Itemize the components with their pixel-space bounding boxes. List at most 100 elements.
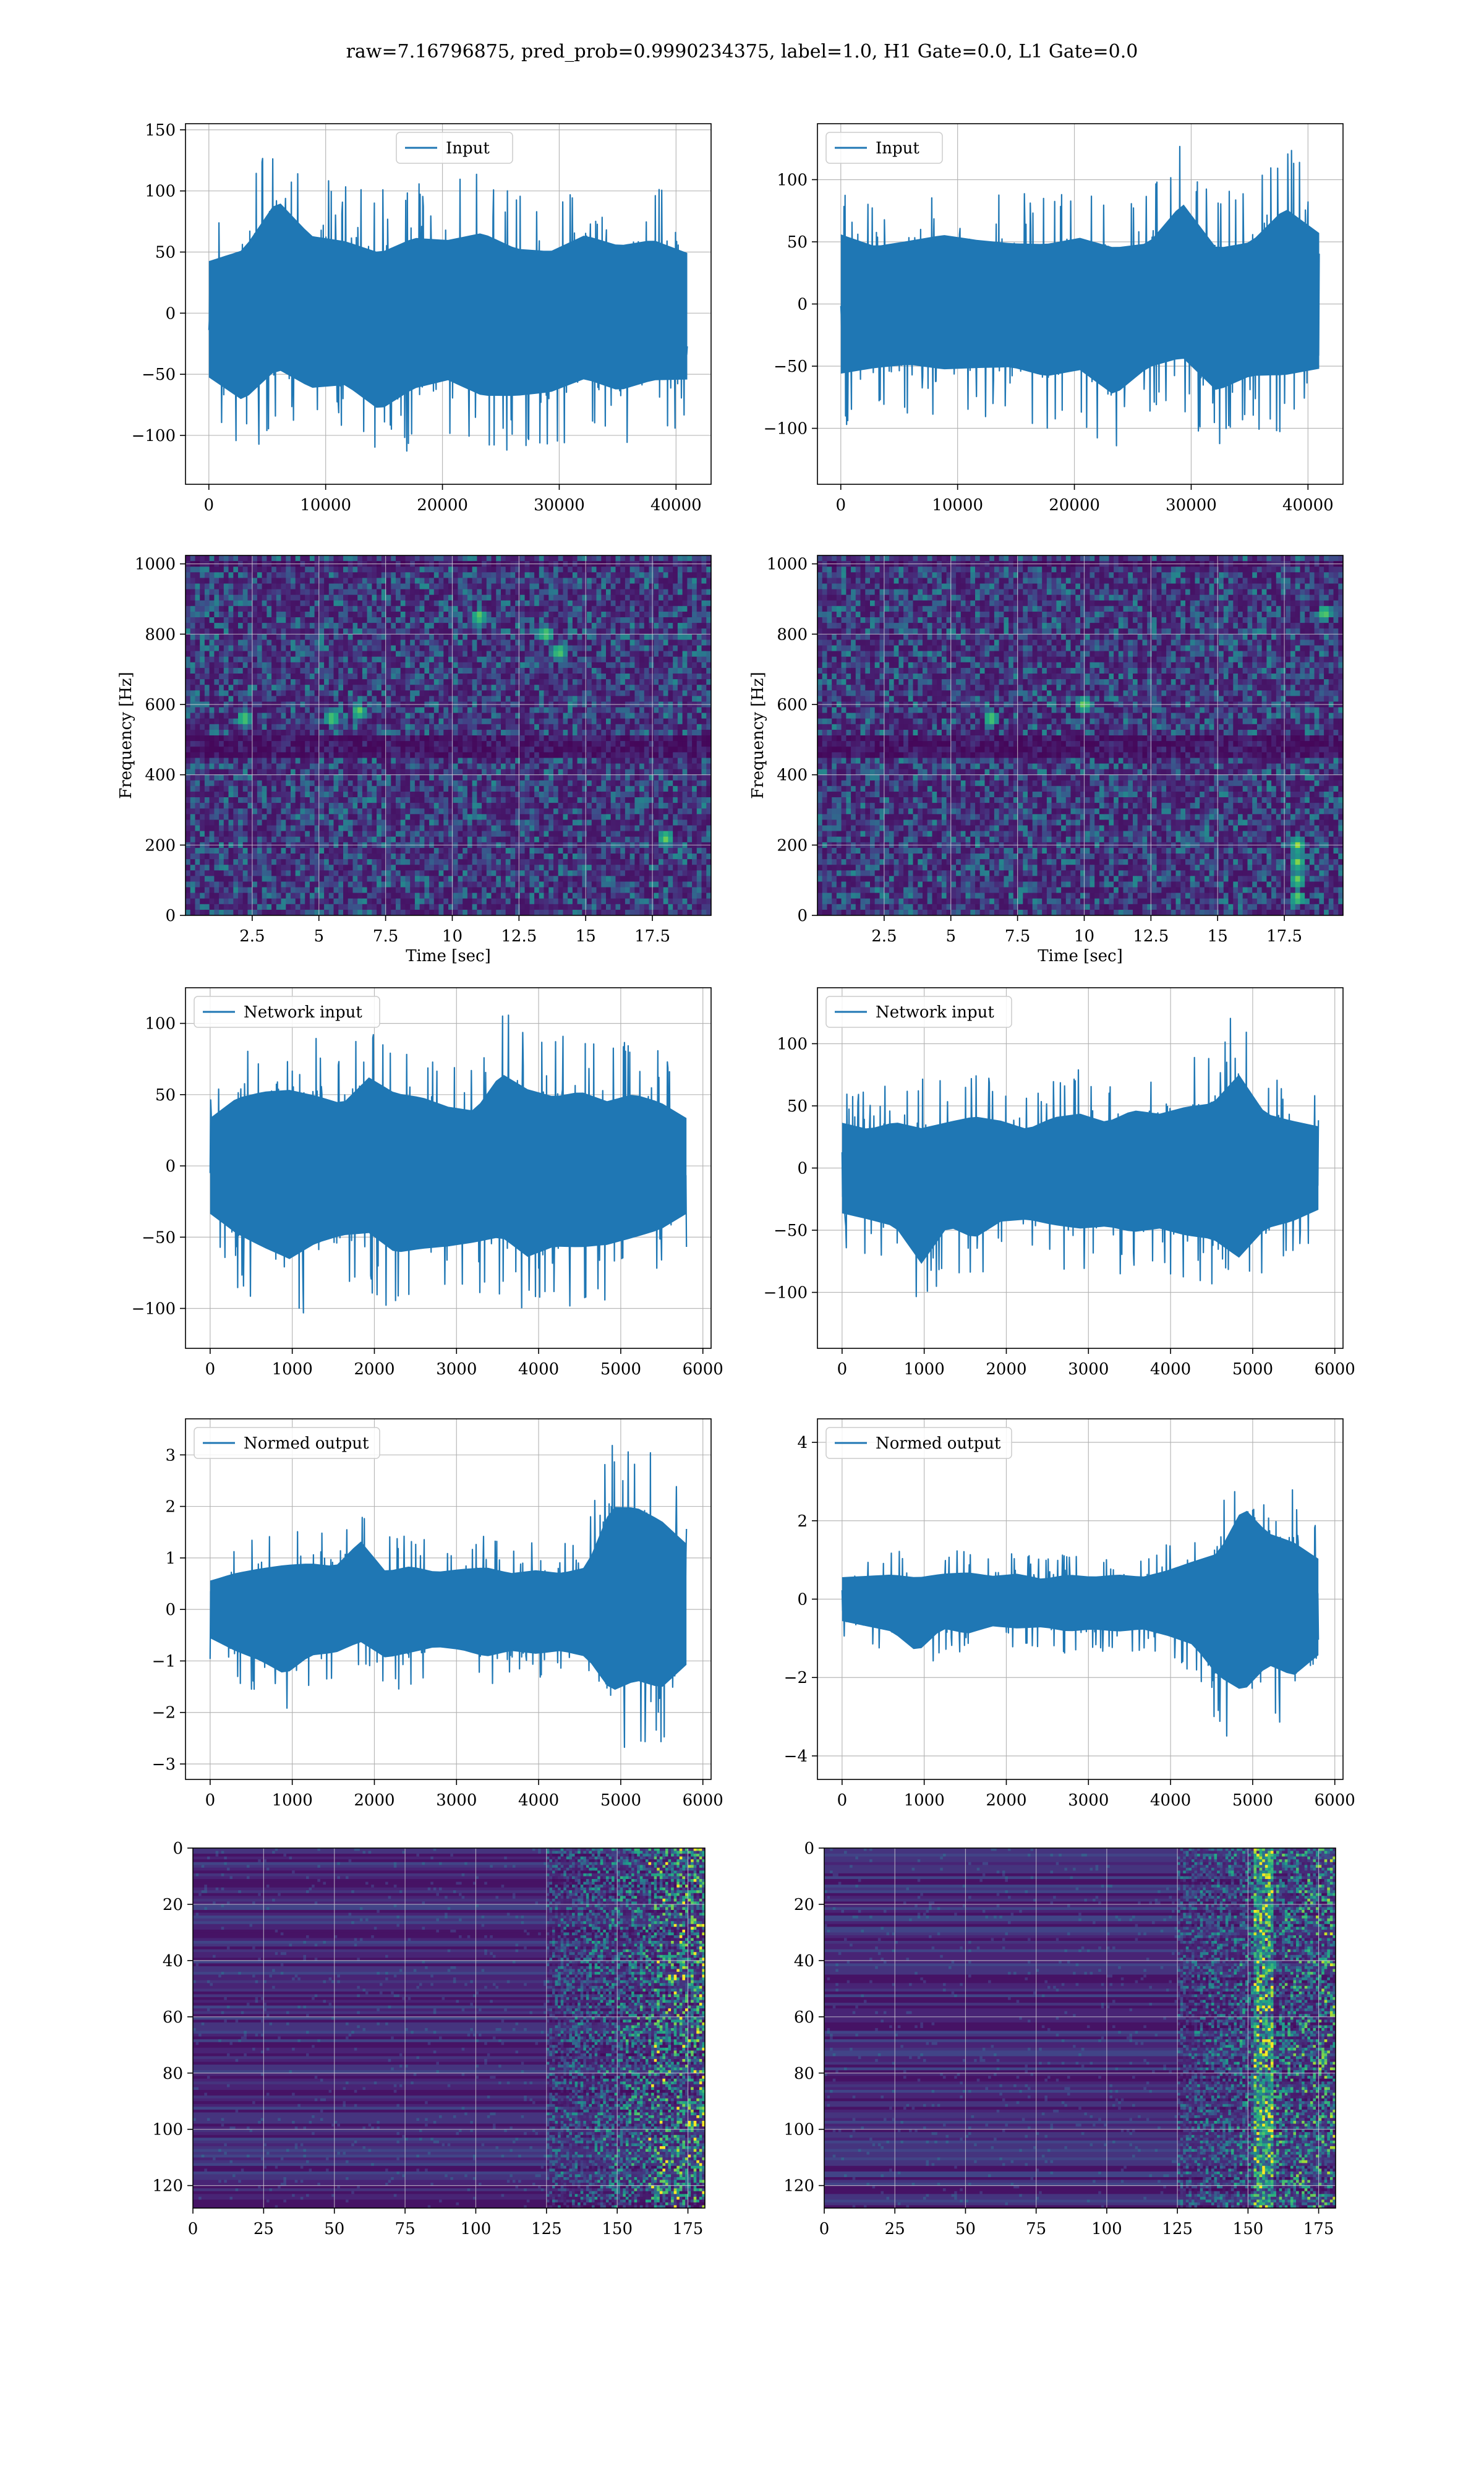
heatmap-cell [262,747,267,753]
heatmap-cell [396,870,401,876]
heatmap-cell [305,814,310,820]
heatmap-cell [510,814,516,820]
heatmap-cell [252,729,258,736]
heatmap-cell [491,769,497,776]
heatmap-cell [190,679,195,685]
heatmap-cell [343,876,349,882]
heatmap-cell [209,763,215,770]
heatmap-cell [305,763,310,770]
heatmap-cell [295,820,301,826]
heatmap-cell [291,859,296,865]
heatmap-cell [367,729,372,736]
heatmap-cell [443,662,449,669]
heatmap-cell [209,847,215,854]
heatmap-cell [524,780,530,787]
heatmap-cell [223,718,229,725]
heatmap-cell [544,617,549,623]
heatmap-cell [319,735,325,742]
heatmap-cell [477,583,482,590]
heatmap-cell [314,724,320,730]
heatmap-cell [391,769,396,776]
heatmap-cell [319,747,325,753]
heatmap-cell [338,825,344,832]
heatmap-cell [271,572,277,578]
heatmap-cell [400,831,406,837]
heatmap-cell [291,651,296,657]
heatmap-cell [505,780,511,787]
heatmap-cell [291,814,296,820]
heatmap-cell [515,769,521,776]
heatmap-cell [443,640,449,646]
heatmap-cell [524,820,530,826]
heatmap-cell [209,724,215,730]
heatmap-cell [309,718,315,725]
heatmap-cell [276,876,282,882]
heatmap-cell [295,567,301,573]
heatmap-cell [324,820,330,826]
heatmap-cell [204,634,210,640]
heatmap-cell [539,594,545,601]
heatmap-cell [463,876,468,882]
heatmap-cell [338,803,344,809]
heatmap-cell [324,825,330,832]
heatmap-cell [267,567,272,573]
heatmap-cell [186,859,191,865]
heatmap-cell [357,881,363,888]
heatmap-cell [515,600,521,607]
heatmap-cell [496,713,501,719]
heatmap-cell [443,865,449,871]
heatmap-cell [343,696,349,702]
heatmap-cell [338,769,344,776]
heatmap-cell [228,847,234,854]
heatmap-cell [200,881,205,888]
heatmap-cell [338,662,344,669]
heatmap-cell [414,854,420,860]
heatmap-cell [319,803,325,809]
heatmap-cell [414,763,420,770]
heatmap-cell [381,825,387,832]
heatmap-cell [233,876,239,882]
heatmap-cell [463,887,468,894]
heatmap-cell [267,909,272,915]
heatmap-cell [214,803,220,809]
heatmap-cell [381,567,387,573]
heatmap-cell [424,589,430,596]
heatmap-cell [505,617,511,623]
heatmap-cell [448,803,454,809]
heatmap-cell [214,578,220,584]
heatmap-cell [204,752,210,758]
heatmap-cell [419,606,425,612]
heatmap-cell [410,758,416,764]
heatmap-cell [281,758,286,764]
heatmap-cell [438,572,444,578]
heatmap-cell [501,758,506,764]
heatmap-cell [396,685,401,691]
heatmap-cell [271,707,277,714]
heatmap-cell [276,797,282,803]
heatmap-cell [377,640,382,646]
heatmap-cell [529,831,535,837]
heatmap-cell [529,567,535,573]
heatmap-cell [443,617,449,623]
heatmap-cell [291,836,296,843]
heatmap-cell [223,685,229,691]
heatmap-cell [338,696,344,702]
heatmap-cell [544,820,549,826]
heatmap-cell [328,904,335,910]
heatmap-cell [276,898,282,905]
heatmap-cell [429,814,435,820]
heatmap-cell [314,904,320,910]
heatmap-cell [482,881,487,888]
heatmap-cell [539,881,545,888]
heatmap-cell [524,814,530,820]
heatmap-cell [305,780,310,787]
heatmap-cell [477,572,482,578]
heatmap-cell [544,763,549,770]
heatmap-cell [458,640,463,646]
heatmap-cell [343,707,349,714]
heatmap-cell [247,820,253,826]
heatmap-cell [190,645,195,652]
heatmap-cell [209,555,215,562]
heatmap-cell [544,651,549,657]
heatmap-cell [458,696,463,702]
